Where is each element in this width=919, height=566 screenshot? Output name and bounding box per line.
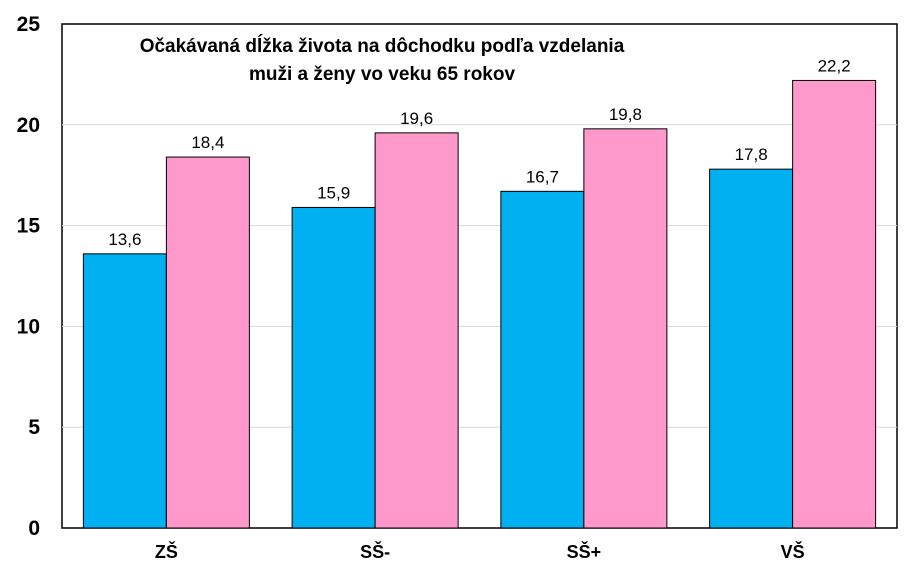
y-tick-label: 5	[28, 416, 40, 439]
bar-series-2	[792, 79, 877, 529]
bar-series-1	[709, 168, 794, 529]
x-category-label: ZŠ	[155, 541, 178, 562]
data-label: 18,4	[191, 133, 224, 152]
bar-series-1	[82, 253, 167, 529]
bars	[82, 79, 877, 529]
y-tick-label: 0	[28, 517, 40, 540]
data-labels: 13,6 18,4 15,9 19,6 16,7 19,8 17,8 22,2	[108, 56, 850, 248]
data-label: 15,9	[317, 183, 350, 202]
chart-title-line-2: muži a ženy vo veku 65 rokov	[249, 64, 516, 85]
y-axis-ticks: 0 5 10 15 20 25	[17, 13, 41, 540]
chart-title-line-1: Očakávaná dĺžka života na dôchodku podľa…	[140, 35, 625, 57]
y-tick-label: 15	[17, 215, 41, 238]
data-label: 19,8	[609, 105, 642, 124]
y-tick-label: 20	[17, 114, 40, 137]
y-tick-label: 10	[17, 315, 40, 338]
bar-series-2	[583, 128, 668, 529]
data-label: 16,7	[526, 167, 559, 186]
bar-series-2	[374, 132, 459, 529]
y-tick-label: 25	[17, 13, 41, 36]
bar-series-1	[291, 206, 376, 529]
bar-series-1	[500, 190, 585, 529]
x-category-label: VŠ	[781, 541, 805, 562]
data-label: 22,2	[818, 56, 851, 75]
bar-series-2	[165, 156, 250, 529]
x-category-label: SŠ-	[360, 541, 390, 562]
x-category-label: SŠ+	[567, 541, 602, 562]
x-axis-labels: ZŠ SŠ- SŠ+ VŠ	[155, 541, 805, 562]
data-label: 13,6	[108, 230, 141, 249]
data-label: 19,6	[400, 109, 433, 128]
data-label: 17,8	[735, 145, 768, 164]
